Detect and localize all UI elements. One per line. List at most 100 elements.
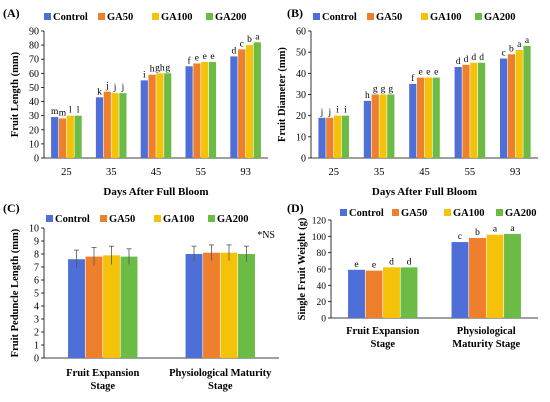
bar [95,97,104,158]
legend-swatch [367,13,374,20]
legend-label: GA100 [453,208,485,219]
significance-letter: j [113,83,117,93]
bar [454,66,462,158]
y-tick-label: 50 [296,48,306,59]
significance-letter: a [525,36,530,46]
legend-label: GA200 [215,12,247,23]
chart-panel-d: (D) Control GA50 GA100 GA200 0 20 40 60 80 100 120 S… [287,201,538,350]
bar [432,77,440,158]
significance-letter: h [365,91,370,101]
bar [500,58,508,159]
bar [164,73,172,158]
significance-letter: b [475,228,480,238]
x-tick-label: Maturity Stage [452,339,520,350]
chart-panel-c: (C) Control GA50 GA100 GA200 0 1 2 3 4 5 6 7 8 9 10 Frui… [3,201,279,392]
bar [326,117,334,158]
significance-letter: d [479,53,484,63]
x-tick-label: Physiological Maturity [169,368,272,379]
significance-letter: i [143,70,146,80]
x-tick-label: 35 [374,167,385,178]
y-tick-label: 7 [34,263,39,274]
significance-letter: i [344,106,347,116]
y-tick-label: 0 [321,315,326,325]
significance-letter: a [493,225,498,235]
x-tick-label: Stage [371,339,396,350]
legend-swatch [444,209,451,216]
significance-letter: h [150,65,155,75]
annotation: *NS [257,230,275,241]
significance-letter: e [434,68,438,78]
bar [334,115,342,158]
panel-label: (D) [287,201,304,215]
x-tick-label: Physiological [457,326,516,337]
x-axis-label: Days After Full Bloom [103,186,208,198]
bar [469,237,486,318]
legend-label: GA50 [376,12,402,23]
x-tick-label: 45 [151,167,162,178]
bar [523,45,531,158]
legend-swatch [340,209,347,216]
y-tick-label: 30 [29,111,39,122]
legend-swatch [100,215,107,222]
chart-panel-b: (B) Control GA50 GA100 GA200 0 10 20 30 40 50 60 Fru… [277,6,538,198]
significance-letter: f [188,55,192,66]
panel-label: (B) [287,6,303,20]
significance-letter: d [464,55,469,65]
panel-label: (C) [3,201,20,215]
significance-letter: e [195,53,199,63]
legend-label: GA200 [505,208,537,219]
bar [507,54,515,158]
legend-label: Control [349,208,384,219]
bar [58,118,67,158]
bar [470,62,478,158]
legend-swatch [44,13,51,20]
legend-swatch [392,209,399,216]
significance-letter: c [240,39,244,49]
legend-label: GA100 [430,12,462,23]
significance-letter: j [320,108,324,118]
bar [383,267,400,318]
y-axis-label: Fruit Length (mm) [10,51,21,137]
bar [208,62,217,158]
chart-panel-a: (A) Control GA50 GA100 GA200 0 10 20 30 40 50 60 70 8… [3,6,268,198]
significance-letter: i [336,106,339,116]
bar [74,115,82,158]
bar [66,115,74,158]
legend-label: Control [322,12,357,23]
significance-letter: d [407,257,412,267]
bar [318,117,326,158]
significance-letter: g [373,85,378,95]
y-tick-label: 5 [34,289,39,300]
bar [140,80,148,158]
y-tick-label: 20 [296,111,306,122]
y-axis-label: Single Fruit Weight (g) [297,217,308,320]
bar [253,42,261,158]
y-tick-label: 2 [34,328,39,339]
bar [365,270,383,318]
significance-letter: d [232,46,237,56]
bar [486,234,504,318]
bar [185,254,203,358]
y-tick-label: 40 [296,69,306,80]
significance-letter: e [418,68,422,78]
y-tick-label: 80 [317,249,327,259]
bar [220,252,238,358]
legend-swatch [152,13,159,20]
x-tick-label: 93 [240,167,251,178]
significance-letter: m [51,107,59,117]
bar [238,254,255,358]
legend-swatch [46,215,53,222]
y-tick-label: 20 [29,125,39,136]
y-tick-label: 6 [34,276,39,287]
significance-letter: j [121,83,125,93]
y-tick-label: 50 [29,83,39,94]
y-tick-label: 10 [29,224,39,235]
bar [371,94,379,158]
y-tick-label: 9 [34,237,39,248]
bar [185,66,193,158]
panel-label: (A) [3,6,20,20]
bar [379,94,387,158]
y-tick-label: 0 [301,154,306,165]
legend-swatch [206,13,213,20]
bar [193,63,201,159]
